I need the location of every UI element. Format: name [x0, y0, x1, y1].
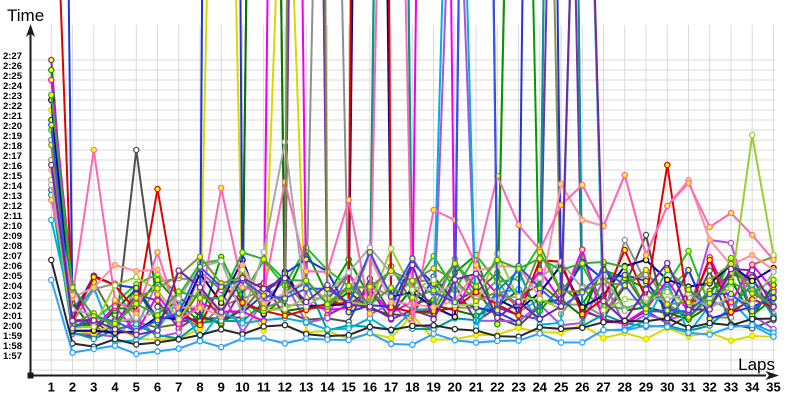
svg-text:16: 16	[363, 380, 377, 395]
svg-text:2:01: 2:01	[3, 311, 23, 322]
svg-text:25: 25	[554, 380, 568, 395]
svg-text:1:57: 1:57	[3, 351, 22, 362]
svg-text:2:18: 2:18	[3, 141, 22, 152]
svg-text:13: 13	[299, 380, 313, 395]
svg-text:1:59: 1:59	[3, 331, 22, 342]
svg-text:2:09: 2:09	[3, 231, 22, 242]
svg-text:2:25: 2:25	[3, 71, 23, 82]
svg-text:34: 34	[745, 380, 760, 395]
svg-text:2:04: 2:04	[3, 281, 23, 292]
svg-text:Time: Time	[7, 6, 44, 25]
svg-text:29: 29	[639, 380, 653, 395]
svg-text:35: 35	[766, 380, 780, 395]
svg-text:2: 2	[69, 380, 76, 395]
svg-text:2:08: 2:08	[3, 241, 22, 252]
svg-text:7: 7	[175, 380, 182, 395]
svg-text:30: 30	[660, 380, 674, 395]
svg-text:3: 3	[90, 380, 97, 395]
svg-text:2:02: 2:02	[3, 301, 22, 312]
svg-text:2:07: 2:07	[3, 251, 22, 262]
svg-text:2:21: 2:21	[3, 111, 23, 122]
svg-text:2:20: 2:20	[3, 121, 22, 132]
svg-text:2:22: 2:22	[3, 101, 22, 112]
svg-text:Laps: Laps	[738, 355, 775, 374]
svg-text:1:58: 1:58	[3, 341, 22, 352]
svg-text:2:06: 2:06	[3, 261, 22, 272]
svg-text:2:19: 2:19	[3, 131, 22, 142]
svg-text:2:00: 2:00	[3, 321, 22, 332]
svg-text:24: 24	[533, 380, 548, 395]
svg-text:2:13: 2:13	[3, 191, 22, 202]
svg-text:2:10: 2:10	[3, 221, 22, 232]
svg-text:6: 6	[154, 380, 161, 395]
svg-text:2:24: 2:24	[3, 81, 23, 92]
svg-text:28: 28	[618, 380, 632, 395]
svg-text:2:23: 2:23	[3, 91, 22, 102]
svg-text:2:16: 2:16	[3, 161, 22, 172]
svg-text:32: 32	[702, 380, 716, 395]
svg-text:9: 9	[218, 380, 225, 395]
svg-text:26: 26	[575, 380, 589, 395]
svg-text:2:15: 2:15	[3, 171, 23, 182]
svg-text:20: 20	[448, 380, 462, 395]
svg-text:23: 23	[511, 380, 525, 395]
svg-text:22: 22	[490, 380, 504, 395]
svg-text:2:12: 2:12	[3, 201, 22, 212]
svg-text:15: 15	[341, 380, 355, 395]
svg-text:1: 1	[48, 380, 55, 395]
svg-text:17: 17	[384, 380, 398, 395]
svg-text:27: 27	[596, 380, 610, 395]
svg-text:11: 11	[257, 380, 271, 395]
svg-text:14: 14	[320, 380, 335, 395]
svg-text:10: 10	[235, 380, 249, 395]
svg-text:8: 8	[196, 380, 203, 395]
svg-text:31: 31	[681, 380, 695, 395]
svg-text:2:05: 2:05	[3, 271, 23, 282]
svg-text:2:26: 2:26	[3, 61, 22, 72]
svg-text:2:14: 2:14	[3, 181, 23, 192]
svg-text:21: 21	[469, 380, 483, 395]
svg-text:2:03: 2:03	[3, 291, 22, 302]
svg-text:4: 4	[111, 380, 119, 395]
svg-text:18: 18	[405, 380, 419, 395]
svg-text:2:27: 2:27	[3, 51, 22, 62]
svg-text:5: 5	[133, 380, 140, 395]
svg-text:19: 19	[426, 380, 440, 395]
svg-text:33: 33	[724, 380, 738, 395]
svg-text:2:17: 2:17	[3, 151, 22, 162]
svg-text:12: 12	[278, 380, 292, 395]
svg-text:2:11: 2:11	[4, 211, 23, 222]
